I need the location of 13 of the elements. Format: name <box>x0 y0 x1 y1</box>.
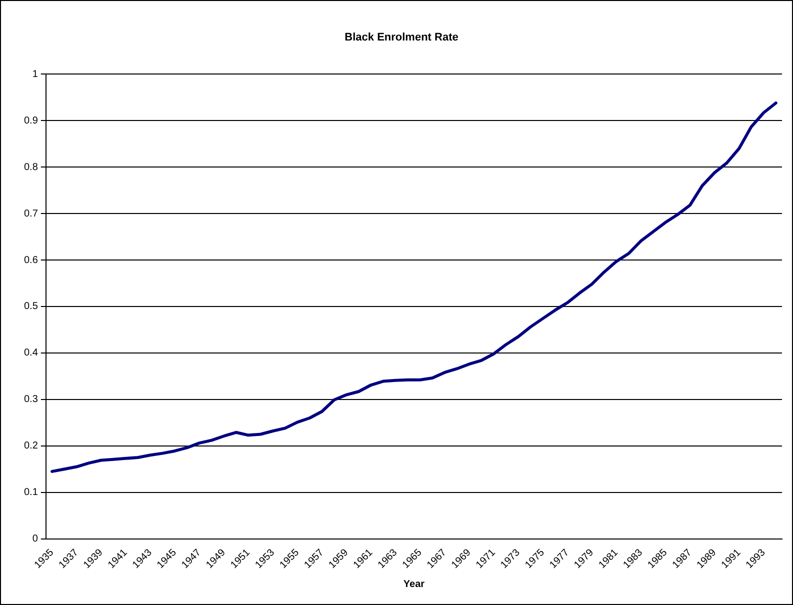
y-tick-label: 0 <box>32 534 38 545</box>
x-axis-title: Year <box>403 578 425 590</box>
y-tick-label: 0.9 <box>24 115 38 126</box>
y-tick-label: 0.6 <box>24 254 38 266</box>
y-tick-label: 0.1 <box>24 487 38 498</box>
y-tick-label: 0.3 <box>24 394 38 406</box>
y-tick-label: 0.2 <box>24 440 38 452</box>
y-tick-label: 0.4 <box>24 348 38 359</box>
y-tick-label: 0.8 <box>24 162 38 173</box>
y-tick-label: 1 <box>32 68 38 80</box>
chart-title: Black Enrolment Rate <box>344 32 458 44</box>
y-tick-label: 0.7 <box>24 208 38 220</box>
y-tick-label: 0.5 <box>24 301 38 312</box>
